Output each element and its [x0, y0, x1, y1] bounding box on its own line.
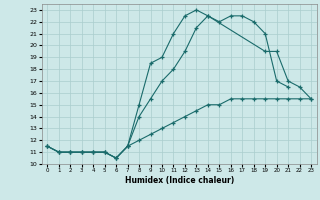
X-axis label: Humidex (Indice chaleur): Humidex (Indice chaleur) [124, 176, 234, 185]
